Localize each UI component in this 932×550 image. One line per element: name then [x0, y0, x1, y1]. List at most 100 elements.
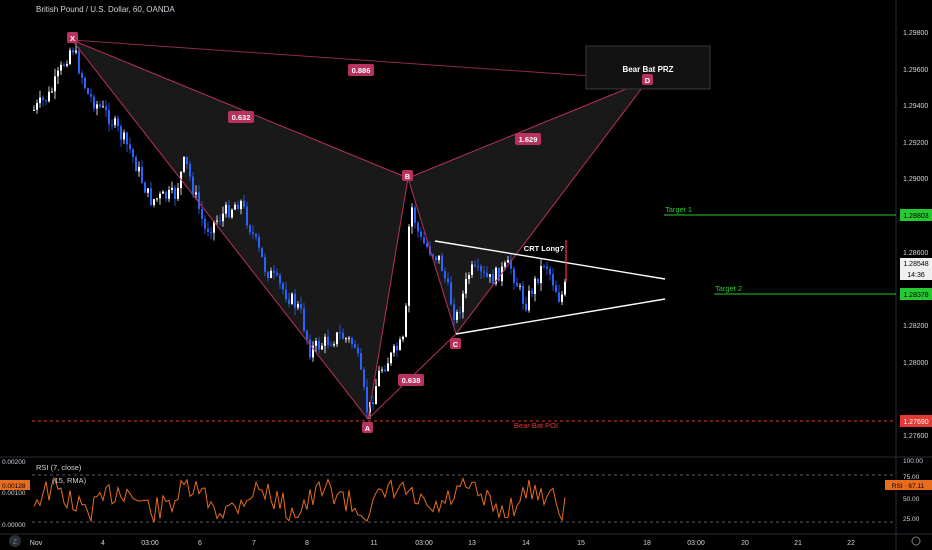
countdown-label: 14:36 — [907, 272, 925, 279]
time-label: 22 — [847, 540, 855, 547]
candle-body — [117, 118, 119, 127]
last-price-label-bg — [900, 258, 932, 269]
price-tick: 1.28000 — [903, 360, 928, 367]
candle-body — [345, 338, 347, 340]
zoom-icon[interactable] — [911, 536, 921, 546]
candle-body — [291, 293, 293, 304]
triangle-pattern[interactable] — [434, 240, 666, 335]
candle-body — [288, 299, 290, 304]
candle-body — [207, 228, 209, 233]
poi-label: Bear Bat POI — [514, 421, 558, 430]
candle-body — [126, 132, 128, 145]
candle-body — [270, 270, 272, 279]
candle-body — [381, 369, 383, 371]
candle-body — [87, 88, 89, 95]
candle-body — [507, 259, 509, 263]
rsi-left-value: 0.00128 — [2, 483, 26, 490]
time-axis[interactable]: Nov 4 03:00 6 7 8 11 03:00 13 14 15 18 0… — [30, 540, 855, 547]
candle-body — [111, 124, 113, 126]
candle-body — [372, 402, 374, 405]
candle-body — [276, 272, 278, 275]
tradingview-logo-icon[interactable]: Z — [9, 535, 21, 547]
target1-price-label-bg — [900, 209, 932, 221]
candle-body — [165, 191, 167, 199]
candle-body — [63, 64, 65, 66]
time-label: 03:00 — [141, 540, 159, 547]
candle-body — [396, 346, 398, 351]
candle-body — [348, 337, 350, 339]
candle-body — [393, 346, 395, 353]
candle-body — [537, 278, 539, 283]
price-tick: 1.29800 — [903, 30, 928, 37]
candle-body — [357, 347, 359, 354]
pattern-xab-area — [72, 40, 408, 419]
time-label: 8 — [305, 540, 309, 547]
candle-body — [36, 103, 38, 110]
candle-body — [54, 76, 56, 92]
rsi-title: RSI (7, close) — [36, 463, 82, 472]
ratio-ac-tag — [398, 374, 424, 386]
point-d-tag — [642, 74, 653, 85]
candle-body — [309, 339, 311, 358]
candle-body — [138, 166, 140, 172]
candle-body — [558, 292, 560, 302]
candle-body — [549, 268, 551, 275]
candle-body — [246, 206, 248, 226]
ratio-bd-tag — [515, 133, 541, 145]
price-scale[interactable]: 1.29800 1.29600 1.29400 1.29200 1.29000 … — [903, 30, 928, 440]
candle-body — [243, 200, 245, 207]
target2-price-label-bg — [900, 288, 932, 300]
symbol-title: British Pound / U.S. Dollar, 60, OANDA — [36, 5, 175, 14]
candle-body — [432, 254, 434, 257]
pattern-bcd-area — [408, 80, 648, 334]
candle-body — [462, 293, 464, 313]
candle-body — [324, 336, 326, 346]
candle-body — [330, 345, 332, 347]
candle-body — [555, 285, 557, 293]
ratio-tags: 0.886 0.632 1.629 0.638 — [228, 64, 541, 386]
candle-body — [78, 50, 80, 74]
candle-body — [450, 282, 452, 305]
candle-body — [96, 104, 98, 109]
rsi-ma-title: (15, RMA) — [52, 476, 87, 485]
candle-body — [198, 192, 200, 209]
candle-body — [33, 109, 35, 111]
candle-body — [522, 285, 524, 304]
price-tick: 1.28200 — [903, 323, 928, 330]
candle-body — [420, 231, 422, 238]
candle-body — [57, 70, 59, 77]
candle-body — [234, 204, 236, 210]
rsi-right-tick: 100.00 — [903, 458, 923, 465]
candle-body — [417, 222, 419, 232]
target2-label: Target 2 — [715, 284, 742, 293]
candle-body — [252, 232, 254, 235]
point-a-label: A — [365, 424, 371, 433]
candle-body — [408, 226, 410, 306]
point-d-label: D — [645, 76, 651, 85]
candle-body — [168, 189, 170, 199]
candle-body — [498, 267, 500, 282]
candle-body — [45, 100, 47, 102]
candle-body — [174, 187, 176, 199]
candle-body — [51, 91, 53, 93]
ratio-xd-tag — [348, 64, 374, 76]
time-label: 03:00 — [415, 540, 433, 547]
candle-body — [159, 193, 161, 199]
candle-body — [39, 97, 41, 104]
rsi-right-tick: 75.00 — [903, 474, 920, 481]
time-label: 6 — [198, 540, 202, 547]
candle-body — [177, 187, 179, 199]
candle-body — [441, 255, 443, 272]
candle-body — [564, 281, 566, 295]
candle-body — [273, 270, 275, 273]
candle-body — [486, 272, 488, 277]
candle-body — [351, 337, 353, 345]
candle-body — [468, 275, 470, 280]
candle-body — [297, 304, 299, 308]
candle-body — [201, 208, 203, 219]
candle-body — [423, 237, 425, 244]
candle-body — [105, 106, 107, 111]
candle-body — [546, 266, 548, 269]
candle-body — [147, 188, 149, 193]
